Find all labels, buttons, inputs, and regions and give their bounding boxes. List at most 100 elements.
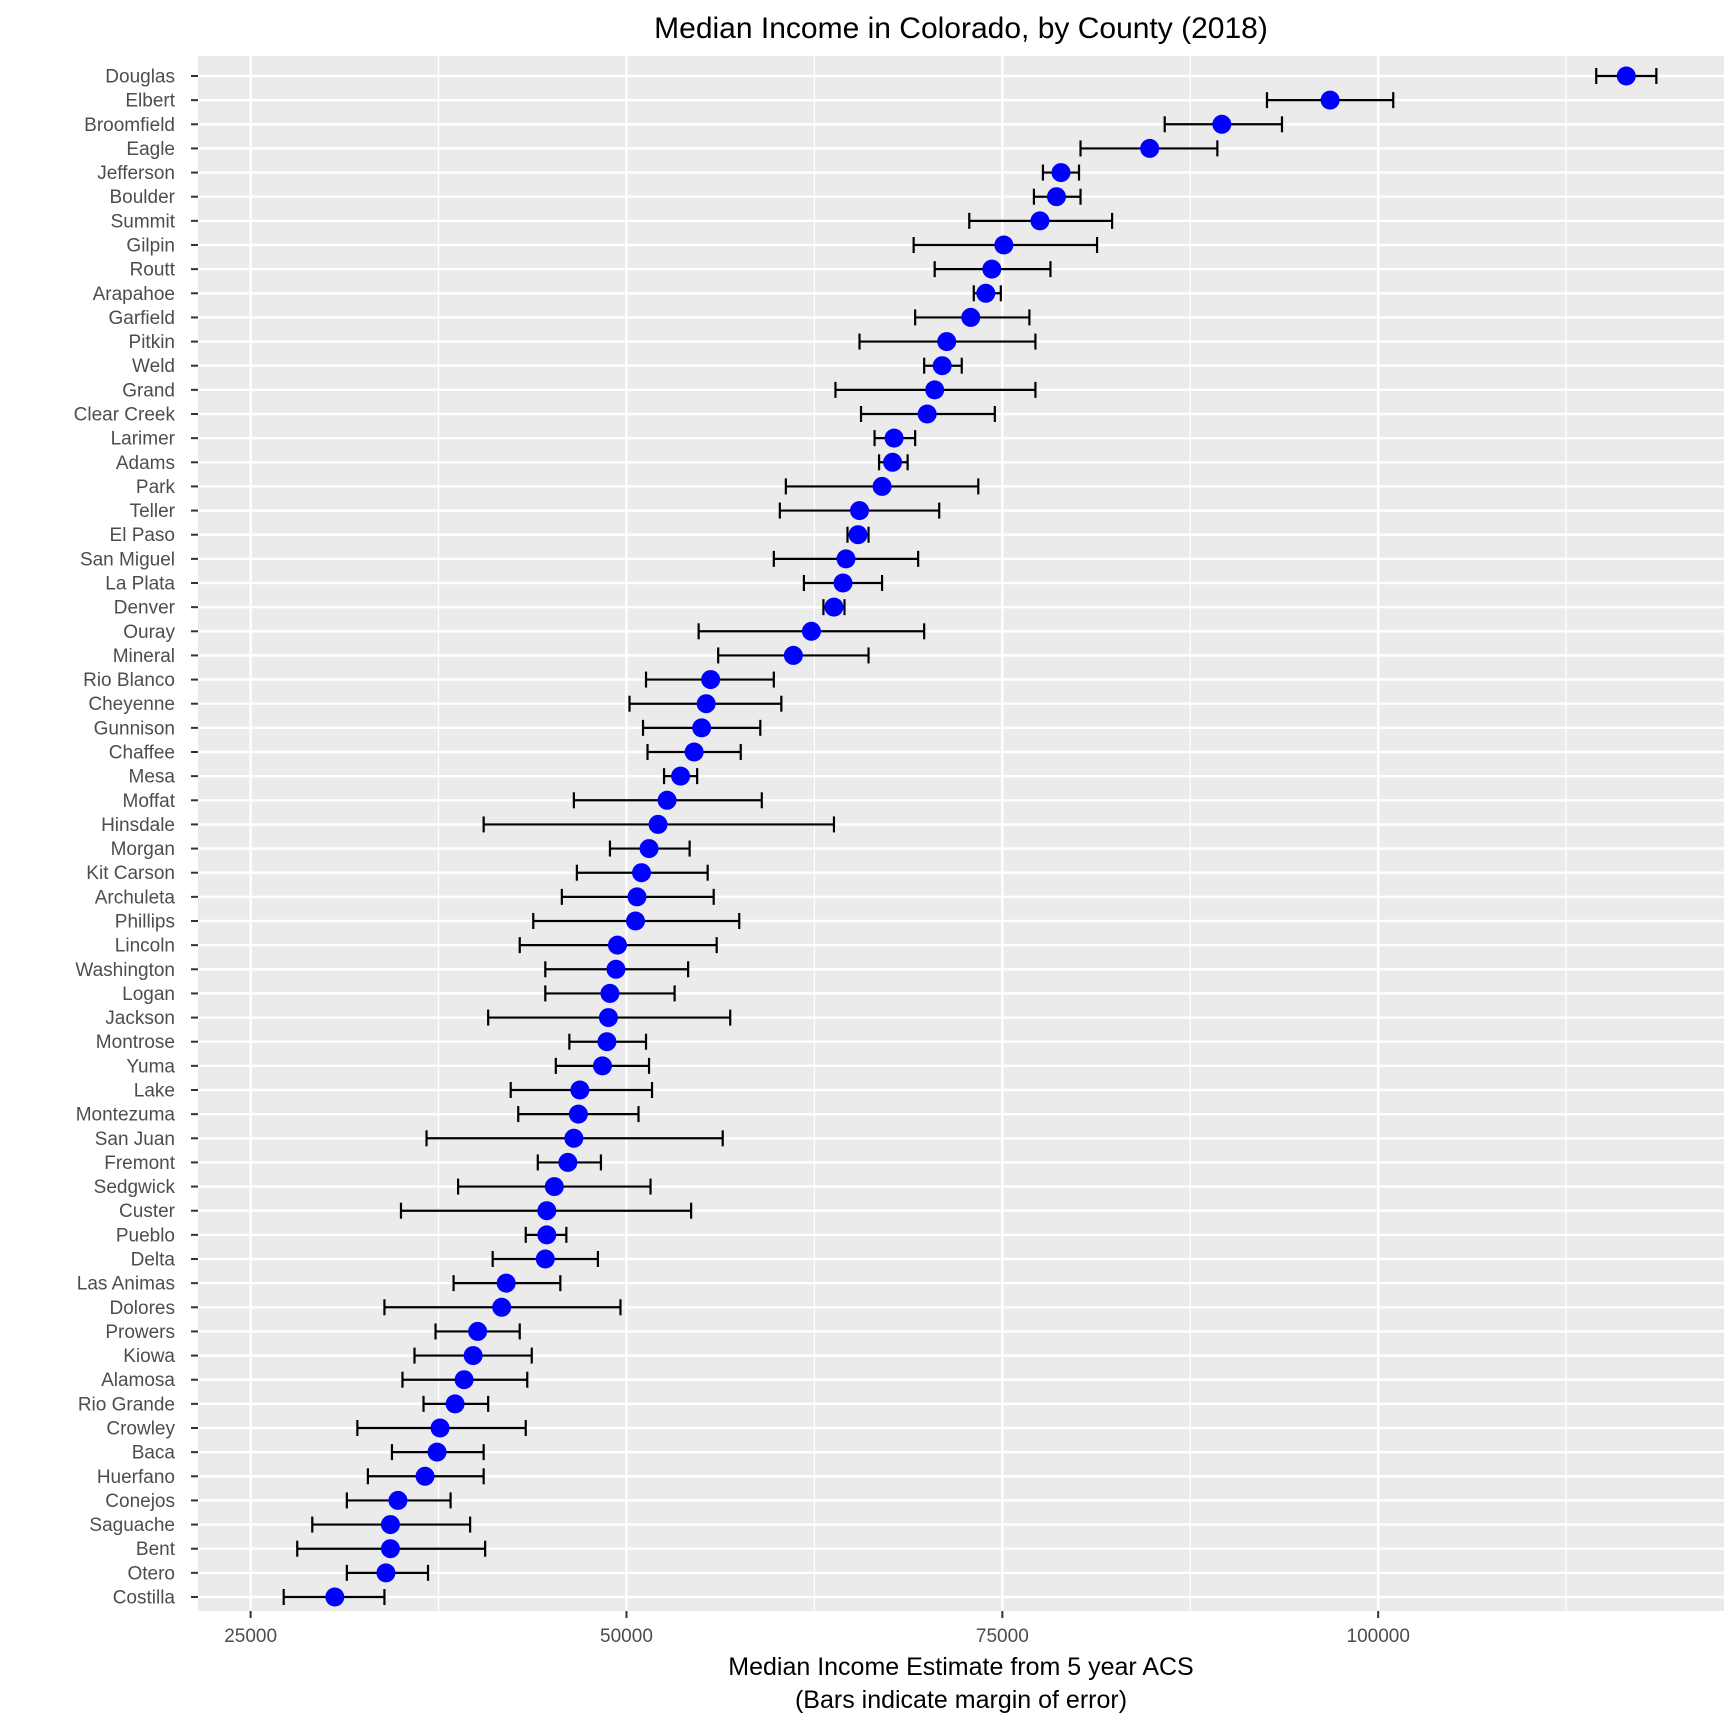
- county-label: Garfield: [108, 308, 175, 329]
- data-point: [535, 1249, 555, 1269]
- data-point: [568, 1104, 588, 1124]
- data-point: [626, 911, 646, 931]
- county-label: Custer: [119, 1201, 176, 1222]
- county-label: Dolores: [110, 1298, 175, 1319]
- county-label: Pitkin: [129, 332, 175, 353]
- county-label: Baca: [132, 1443, 176, 1464]
- data-point: [883, 452, 903, 472]
- county-label: Boulder: [110, 187, 176, 208]
- county-label: Crowley: [106, 1419, 175, 1440]
- county-label: Mineral: [113, 646, 175, 667]
- x-axis: 25000 50000 75000 100000: [224, 1611, 1410, 1647]
- data-point: [606, 959, 626, 979]
- data-point: [598, 1008, 618, 1028]
- county-label: Gilpin: [126, 236, 175, 257]
- county-label: Logan: [122, 984, 175, 1005]
- data-point: [925, 380, 945, 400]
- data-point: [492, 1297, 512, 1317]
- county-label: Larimer: [111, 429, 176, 450]
- county-label: Clear Creek: [74, 405, 176, 426]
- data-point: [564, 1128, 584, 1148]
- county-label: Bent: [136, 1539, 176, 1560]
- county-label: Park: [136, 477, 176, 498]
- county-label: Lake: [134, 1081, 175, 1102]
- county-label: Delta: [131, 1250, 176, 1271]
- data-point: [388, 1490, 408, 1510]
- county-label: El Paso: [110, 525, 175, 546]
- data-point: [1046, 187, 1066, 207]
- county-label: Routt: [130, 260, 176, 281]
- county-label: Rio Grande: [78, 1394, 175, 1415]
- data-point: [917, 404, 937, 424]
- county-label: Kit Carson: [86, 863, 175, 884]
- county-label: Grand: [122, 380, 175, 401]
- county-label: Otero: [127, 1563, 175, 1584]
- county-label: Hinsdale: [101, 815, 175, 836]
- county-label: Las Animas: [77, 1274, 175, 1295]
- county-label: Huerfano: [97, 1467, 175, 1488]
- data-point: [430, 1418, 450, 1438]
- county-label: Washington: [75, 960, 175, 981]
- data-point: [833, 573, 853, 593]
- data-point: [427, 1442, 447, 1462]
- county-label: Teller: [130, 501, 176, 522]
- county-label: La Plata: [105, 574, 175, 595]
- county-label: Sedgwick: [94, 1177, 176, 1198]
- county-label: Prowers: [105, 1322, 175, 1343]
- county-label: Broomfield: [84, 115, 175, 136]
- data-point: [783, 645, 803, 665]
- y-axis: Douglas Elbert Broomfield Eagle Jefferson Bou…: [74, 67, 198, 1609]
- plot-panel: [198, 56, 1724, 1611]
- data-point: [657, 790, 677, 810]
- data-point: [671, 766, 691, 786]
- county-label: Montezuma: [76, 1105, 176, 1126]
- county-label: Morgan: [111, 839, 175, 860]
- data-point: [468, 1321, 488, 1341]
- county-label: San Juan: [95, 1129, 175, 1150]
- minor-gridlines: [437, 56, 1567, 1611]
- county-label: Moffat: [123, 791, 176, 812]
- county-label: Cheyenne: [88, 694, 175, 715]
- x-tick-label: 75000: [976, 1626, 1029, 1647]
- county-label: Eagle: [126, 139, 175, 160]
- county-label: Douglas: [105, 67, 175, 88]
- data-point: [380, 1515, 400, 1535]
- data-point: [932, 356, 952, 376]
- data-point: [684, 742, 704, 762]
- data-point: [836, 549, 856, 569]
- x-tick-label: 100000: [1347, 1626, 1410, 1647]
- county-label: Saguache: [89, 1515, 175, 1536]
- data-point: [701, 670, 721, 690]
- data-point: [592, 1056, 612, 1076]
- county-label: Chaffee: [109, 743, 175, 764]
- data-point: [445, 1394, 465, 1414]
- data-point: [415, 1466, 435, 1486]
- data-point: [537, 1225, 557, 1245]
- county-label: Rio Blanco: [83, 670, 175, 691]
- x-tick-label: 25000: [224, 1626, 277, 1647]
- county-label: Alamosa: [101, 1370, 175, 1391]
- county-label: Phillips: [115, 912, 175, 933]
- county-label: Fremont: [104, 1153, 175, 1174]
- county-label: Conejos: [105, 1491, 175, 1512]
- county-label: Pueblo: [116, 1225, 175, 1246]
- data-point: [1051, 163, 1071, 183]
- chart-title: Median Income in Colorado, by County (20…: [654, 12, 1268, 45]
- data-point: [1320, 90, 1340, 110]
- county-label: Mesa: [129, 767, 176, 788]
- data-point: [537, 1201, 557, 1221]
- data-point: [1030, 211, 1050, 231]
- data-point: [325, 1587, 345, 1607]
- data-point: [376, 1563, 396, 1583]
- data-point: [544, 1177, 564, 1197]
- data-point: [632, 863, 652, 883]
- data-point: [463, 1346, 483, 1366]
- county-label: Lincoln: [115, 936, 175, 957]
- data-point: [639, 839, 659, 859]
- data-point: [994, 235, 1014, 255]
- data-point: [1212, 114, 1232, 134]
- x-tick-label: 50000: [600, 1626, 653, 1647]
- county-label: Weld: [132, 356, 175, 377]
- county-label: Adams: [116, 453, 175, 474]
